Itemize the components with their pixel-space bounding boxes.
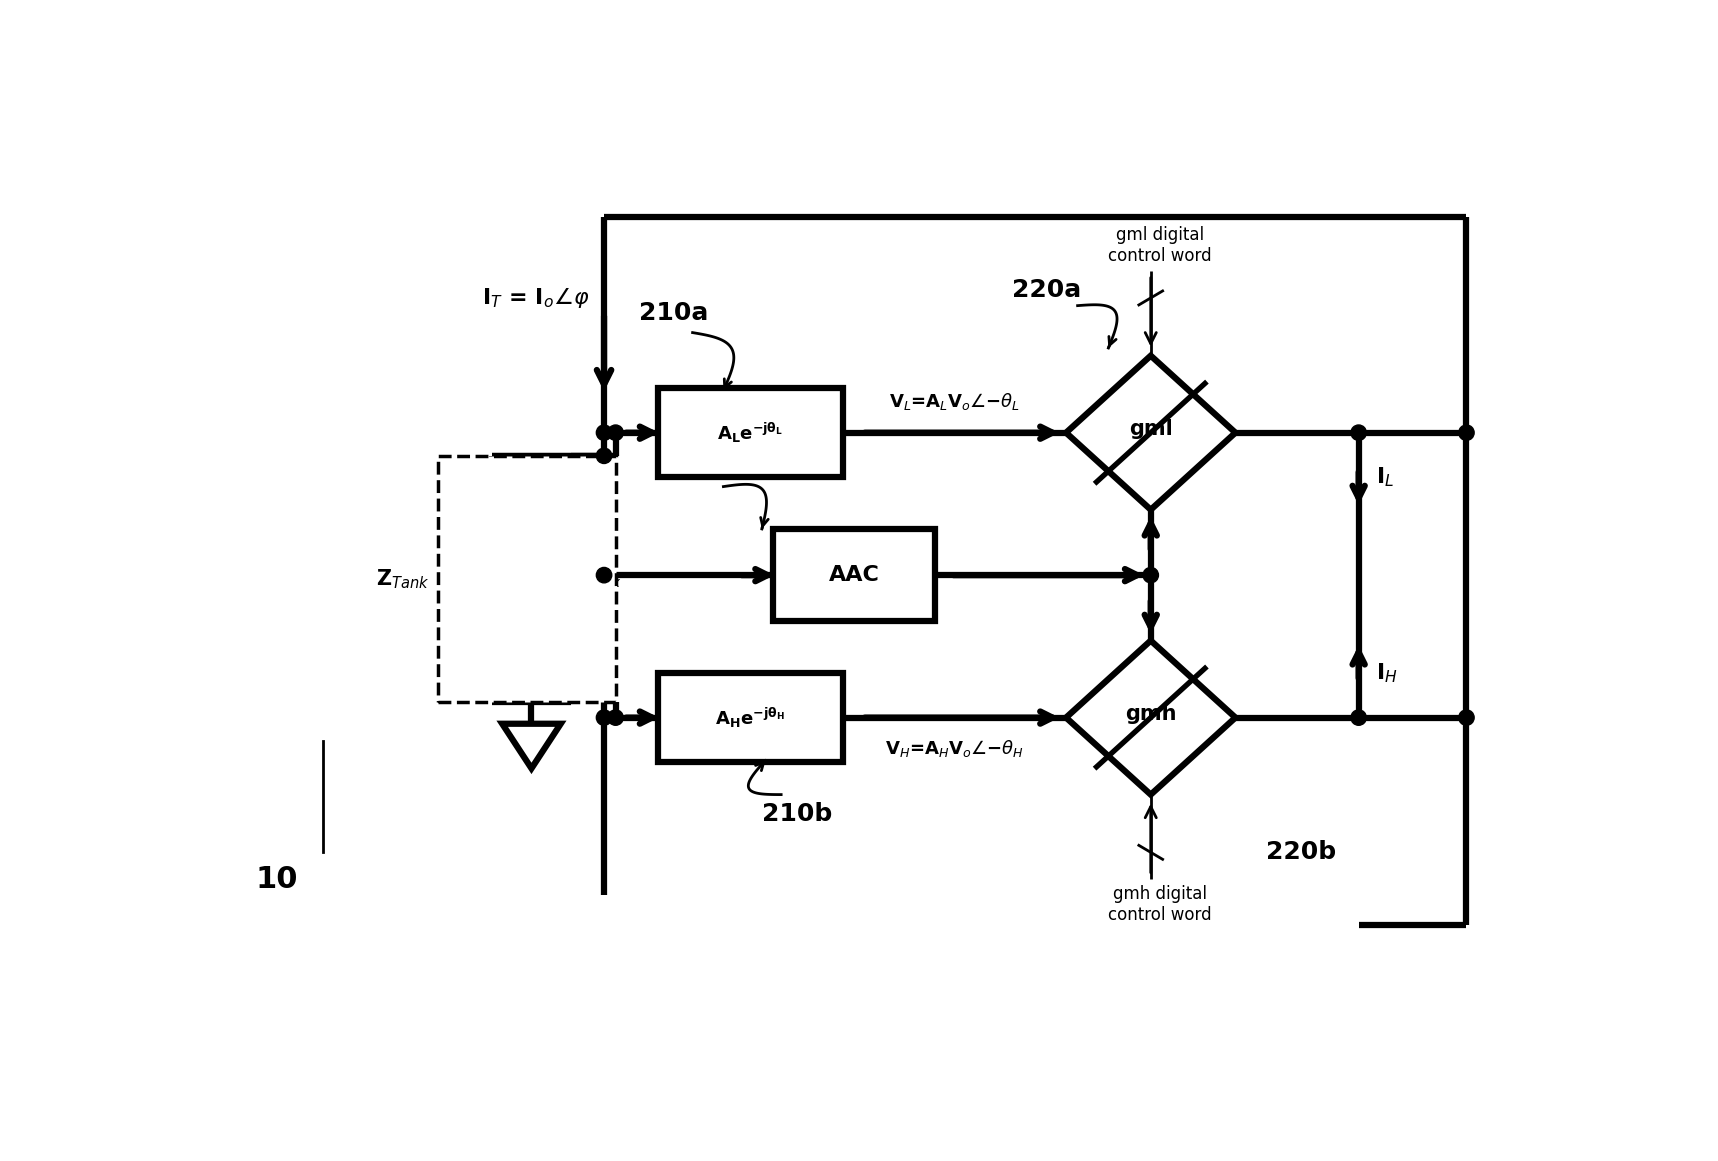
Polygon shape bbox=[1067, 355, 1235, 510]
Text: gmh digital
control word: gmh digital control word bbox=[1108, 886, 1211, 924]
Text: V$_T$ = V$_o$$\angle$0: V$_T$ = V$_o$$\angle$0 bbox=[464, 546, 591, 570]
Polygon shape bbox=[1067, 641, 1235, 794]
Bar bbox=[658, 389, 844, 477]
Circle shape bbox=[608, 425, 624, 440]
Text: $\mathbf{A_L e^{-j\theta_L}}$: $\mathbf{A_L e^{-j\theta_L}}$ bbox=[718, 420, 783, 445]
Text: gml digital
control word: gml digital control word bbox=[1108, 226, 1211, 265]
Text: 220a: 220a bbox=[1012, 279, 1081, 302]
Bar bbox=[773, 529, 935, 621]
Circle shape bbox=[596, 709, 612, 726]
Text: gml: gml bbox=[1129, 419, 1173, 439]
Text: Z$_{Tank}$: Z$_{Tank}$ bbox=[376, 568, 430, 591]
Text: gmh: gmh bbox=[1125, 704, 1177, 723]
Bar bbox=[658, 673, 844, 762]
Text: I$_L$: I$_L$ bbox=[1376, 466, 1393, 489]
Text: 10: 10 bbox=[256, 865, 297, 894]
Circle shape bbox=[596, 425, 612, 440]
Circle shape bbox=[1142, 568, 1158, 583]
Text: 210b: 210b bbox=[761, 802, 832, 825]
Text: 210a: 210a bbox=[639, 302, 708, 325]
Text: V$_L$=A$_L$V$_o$$\angle$−$\theta_L$: V$_L$=A$_L$V$_o$$\angle$−$\theta_L$ bbox=[888, 391, 1020, 412]
Text: AAC: AAC bbox=[828, 565, 880, 585]
Text: C$_x$: C$_x$ bbox=[596, 569, 622, 590]
Circle shape bbox=[1459, 425, 1474, 440]
Circle shape bbox=[596, 568, 612, 583]
Text: 220b: 220b bbox=[1266, 841, 1337, 864]
Text: $\mathbf{A_H e^{-j\theta_H}}$: $\mathbf{A_H e^{-j\theta_H}}$ bbox=[715, 706, 785, 730]
Bar bbox=[438, 456, 615, 702]
Text: V$_H$=A$_H$V$_o$$\angle$−$\theta_H$: V$_H$=A$_H$V$_o$$\angle$−$\theta_H$ bbox=[885, 738, 1024, 759]
Text: I$_T$ = I$_o$$\angle\varphi$: I$_T$ = I$_o$$\angle\varphi$ bbox=[483, 286, 591, 310]
Circle shape bbox=[1350, 425, 1366, 440]
Circle shape bbox=[1350, 709, 1366, 726]
Circle shape bbox=[596, 448, 612, 463]
Polygon shape bbox=[502, 723, 560, 769]
Circle shape bbox=[608, 709, 624, 726]
Text: L$_x$: L$_x$ bbox=[510, 569, 534, 590]
Text: 300: 300 bbox=[685, 455, 737, 479]
Circle shape bbox=[1459, 709, 1474, 726]
Text: I$_H$: I$_H$ bbox=[1376, 662, 1397, 685]
